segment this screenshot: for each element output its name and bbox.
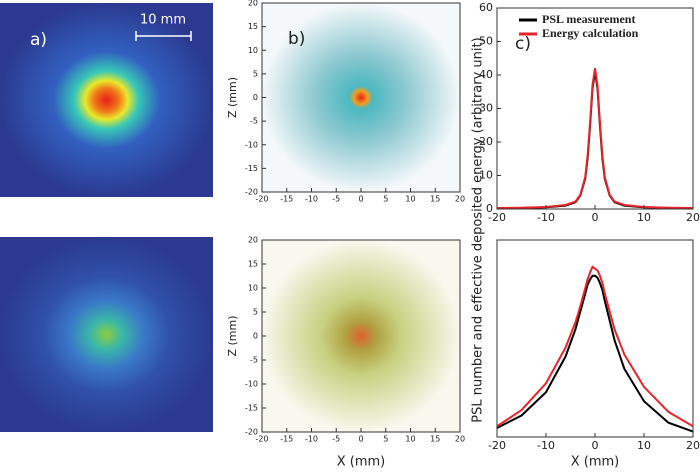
x-tick-label: 0 [592, 211, 599, 224]
y-tick-label: 40 [479, 68, 493, 81]
line [496, 265, 694, 428]
y-tick-label: 15 [248, 22, 258, 31]
y-tick-label: 10 [248, 46, 258, 55]
x-tick-label: 10 [637, 439, 651, 452]
y-tick-label: -10 [245, 140, 258, 149]
x-tick-label: 15 [430, 195, 440, 204]
x-tick-label: 0 [358, 435, 363, 444]
y-tick-label: 5 [253, 69, 258, 78]
x-tick-label: -20 [255, 435, 268, 444]
x-tick-label: 5 [383, 195, 388, 204]
x-tick-label: -15 [280, 195, 293, 204]
y-tick-label: -10 [245, 380, 258, 389]
x-axis-label: X (mm) [337, 455, 386, 470]
panel-label: a) [30, 30, 47, 50]
y-tick-label: -5 [250, 117, 258, 126]
y-tick-label: 20 [248, 0, 258, 8]
density-cloud [262, 240, 460, 432]
detector-image [0, 237, 213, 432]
y-axis-label: Z (mm) [226, 77, 239, 118]
y-tick-label: -15 [245, 164, 258, 173]
x-tick-label: 20 [455, 195, 465, 204]
panel-label: b) [288, 29, 305, 49]
x-tick-label: 20 [686, 211, 700, 224]
x-axis-label: X (mm) [571, 455, 620, 470]
y-tick-label: -20 [245, 188, 258, 197]
line [496, 71, 694, 210]
x-tick-label: -20 [255, 195, 268, 204]
x-tick-label: 10 [405, 195, 415, 204]
y-tick-label: -5 [250, 356, 258, 365]
x-tick-label: 15 [430, 435, 440, 444]
y-tick-label: 5 [253, 308, 258, 317]
x-tick-label: 20 [686, 439, 700, 452]
x-tick-label: -5 [332, 195, 340, 204]
x-tick-label: -10 [537, 439, 555, 452]
x-tick-label: 0 [592, 439, 599, 452]
line [496, 68, 694, 209]
y-tick-label: 20 [248, 236, 258, 245]
x-tick-label: 10 [637, 211, 651, 224]
x-tick-label: 20 [455, 435, 465, 444]
y-tick-label: 0 [486, 202, 493, 215]
y-axis-label: Z (mm) [226, 315, 239, 356]
y-tick-label: 10 [248, 284, 258, 293]
x-tick-label: -10 [537, 211, 555, 224]
x-tick-label: 5 [383, 435, 388, 444]
panel-label: c) [515, 34, 531, 54]
x-tick-label: -20 [488, 211, 506, 224]
y-tick-label: 20 [479, 135, 493, 148]
scale-bar-label: 10 mm [140, 13, 186, 28]
x-tick-label: -15 [280, 435, 293, 444]
y-tick-label: -15 [245, 404, 258, 413]
line [496, 274, 694, 433]
y-tick-label: 0 [253, 93, 258, 102]
y-tick-label: 15 [248, 260, 258, 269]
legend-label: PSL measurement [542, 12, 635, 26]
x-tick-label: 10 [405, 435, 415, 444]
y-tick-label: 30 [479, 102, 493, 115]
y-tick-label: 0 [253, 332, 258, 341]
y-tick-label: 60 [479, 1, 493, 14]
legend-label: Energy calculation [542, 26, 639, 40]
x-tick-label: -10 [305, 195, 318, 204]
y-tick-label: 50 [479, 35, 493, 48]
x-tick-label: -20 [488, 439, 506, 452]
x-tick-label: -10 [305, 435, 318, 444]
density-cloud [262, 3, 460, 192]
y-tick-label: 10 [479, 169, 493, 182]
y-tick-label: -20 [245, 428, 258, 437]
x-tick-label: 0 [358, 195, 363, 204]
x-tick-label: -5 [332, 435, 340, 444]
y-axis-label: PSL number and effective deposited energ… [471, 37, 486, 422]
